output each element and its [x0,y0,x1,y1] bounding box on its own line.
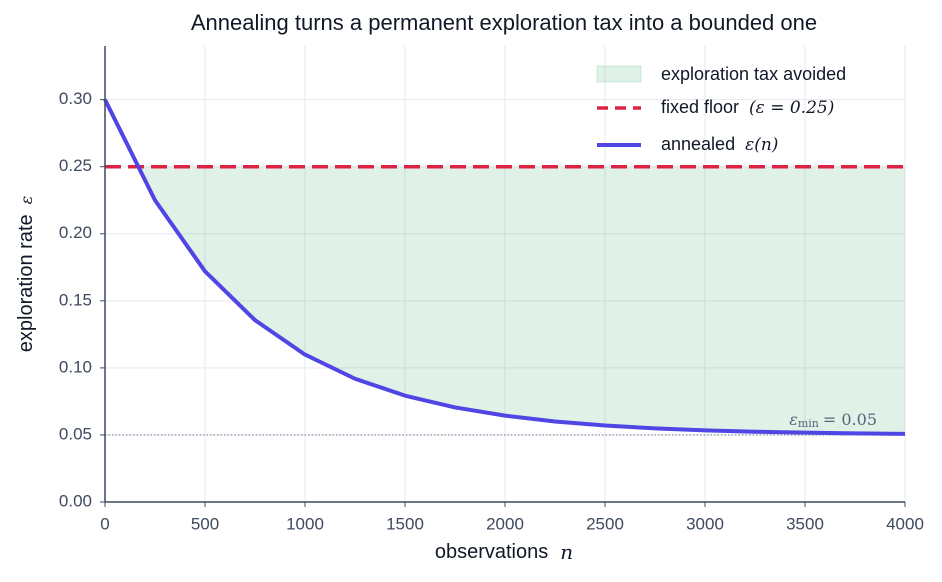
tax-avoided-area [105,166,905,434]
y-tick-label: 0.20 [59,223,92,242]
text: = 0.05 [823,409,877,428]
label: observations [435,541,548,563]
math: (ε = 0.25) [749,98,834,118]
y-tick-label: 0.15 [59,290,92,309]
y-tick-label: 0.30 [59,89,92,108]
x-tick-label: 4000 [886,514,924,533]
symbol: ε [17,196,36,205]
legend-label: annealed ε(n) [661,134,778,155]
minimum-annotation: εmin = 0.05 [789,409,877,430]
legend-swatch [596,65,642,83]
x-tick-label: 500 [191,514,219,533]
x-tick-label: 1500 [386,514,424,533]
x-tick-label: 2000 [486,514,524,533]
label: exploration rate [15,214,37,352]
legend-label: exploration tax avoided [661,64,846,84]
x-tick-label: 2500 [586,514,624,533]
y-axis-label: exploration rate ε [15,196,37,352]
symbol: ε [789,409,798,428]
name: fixed floor [661,97,739,117]
y-tick-label: 0.25 [59,156,92,175]
y-tick-label: 0.05 [59,424,92,443]
name: annealed [661,134,735,154]
chart-title: Annealing turns a permanent exploration … [191,10,817,35]
x-axis-label: observations n [435,540,573,564]
x-tick-label: 1000 [286,514,324,533]
x-tick-label: 3500 [786,514,824,533]
x-tick-label: 0 [100,514,109,533]
subscript: min [798,417,819,430]
math: ε(n) [745,135,778,155]
symbol: n [560,540,573,564]
x-tick-label: 3000 [686,514,724,533]
legend-label: fixed floor (ε = 0.25) [661,97,834,118]
y-tick-label: 0.00 [59,491,92,510]
y-tick-label: 0.10 [59,357,92,376]
line [103,98,906,436]
